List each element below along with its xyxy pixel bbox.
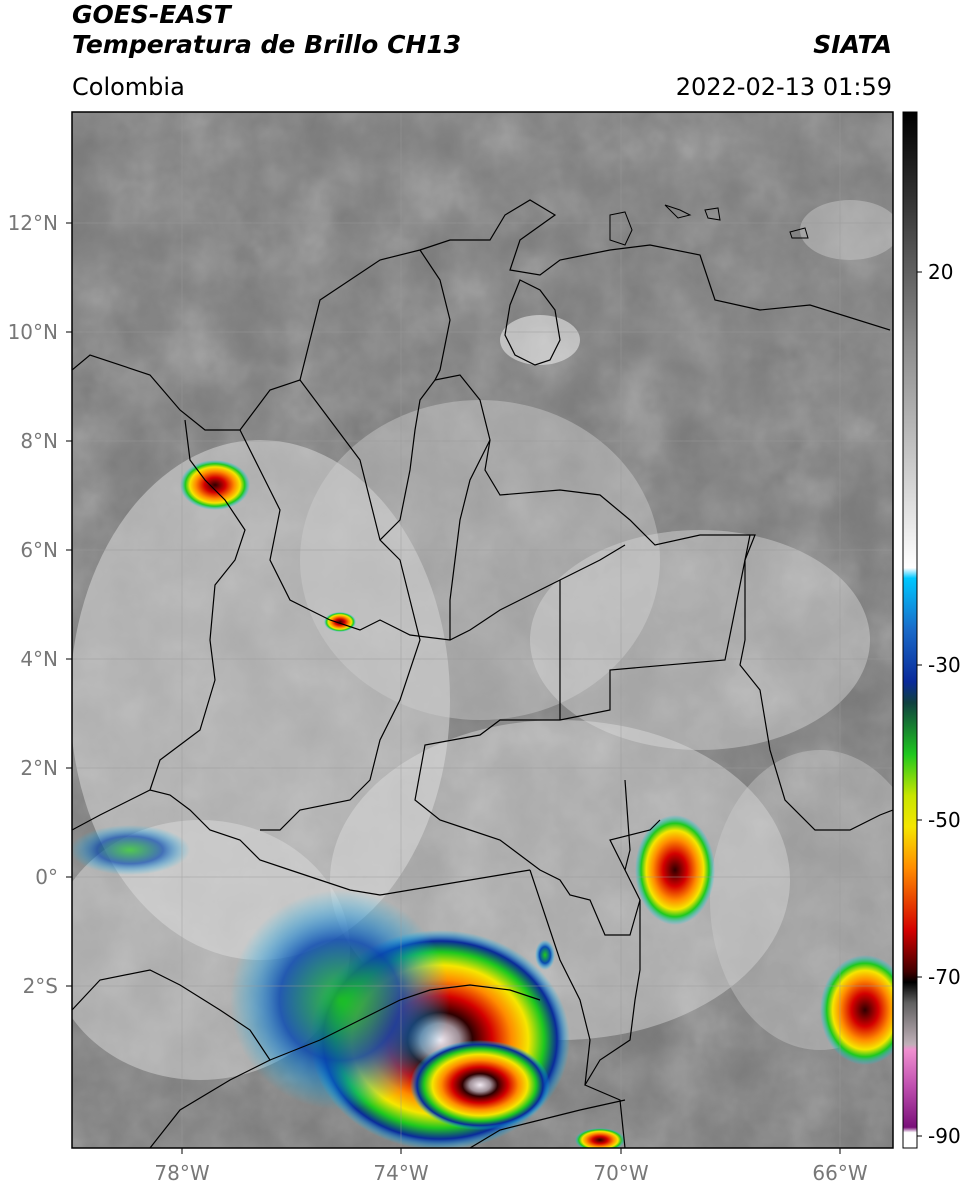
colorbar	[902, 111, 918, 1149]
island	[609, 211, 633, 246]
datetime-label: 2022-02-13 01:59	[675, 73, 892, 101]
country-borders	[72, 199, 893, 1148]
graticule	[72, 112, 893, 1148]
product-title: Temperatura de Brillo CH13	[72, 30, 462, 59]
colorbar-tick-minus30: -30	[928, 653, 961, 677]
lon-label-66w: 66°W	[812, 1161, 867, 1185]
colorbar-tick-minus90: -90	[928, 1124, 961, 1148]
lat-label-10n: 10°N	[8, 320, 58, 344]
lat-label-2s: 2°S	[23, 974, 58, 998]
lon-label-70w: 70°W	[593, 1161, 648, 1185]
lat-label-8n: 8°N	[20, 429, 58, 453]
lat-label-4n: 4°N	[20, 647, 58, 671]
lake-maracaibo	[504, 279, 561, 366]
lon-label-74w: 74°W	[373, 1161, 428, 1185]
colorbar-tick-minus70: -70	[928, 965, 961, 989]
colorbar-tick-20: 20	[928, 260, 953, 284]
title-block: GOES-EAST Temperatura de Brillo CH13 Col…	[72, 0, 461, 102]
lat-label-2n: 2°N	[20, 756, 58, 780]
right-header: SIATA 2022-02-13 01:59	[676, 30, 892, 102]
lat-label-6n: 6°N	[20, 538, 58, 562]
satellite-title: GOES-EAST	[72, 0, 231, 29]
storm-cell-east	[635, 815, 715, 925]
lat-label-12n: 12°N	[8, 211, 58, 235]
satellite-image	[72, 112, 893, 1148]
organization-label: SIATA	[813, 30, 892, 59]
lat-label-0: 0°	[35, 865, 58, 889]
map-frame	[71, 111, 894, 1149]
lon-label-78w: 78°W	[154, 1161, 209, 1185]
region-label: Colombia	[72, 73, 185, 101]
colorbar-tick-minus50: -50	[928, 808, 961, 832]
